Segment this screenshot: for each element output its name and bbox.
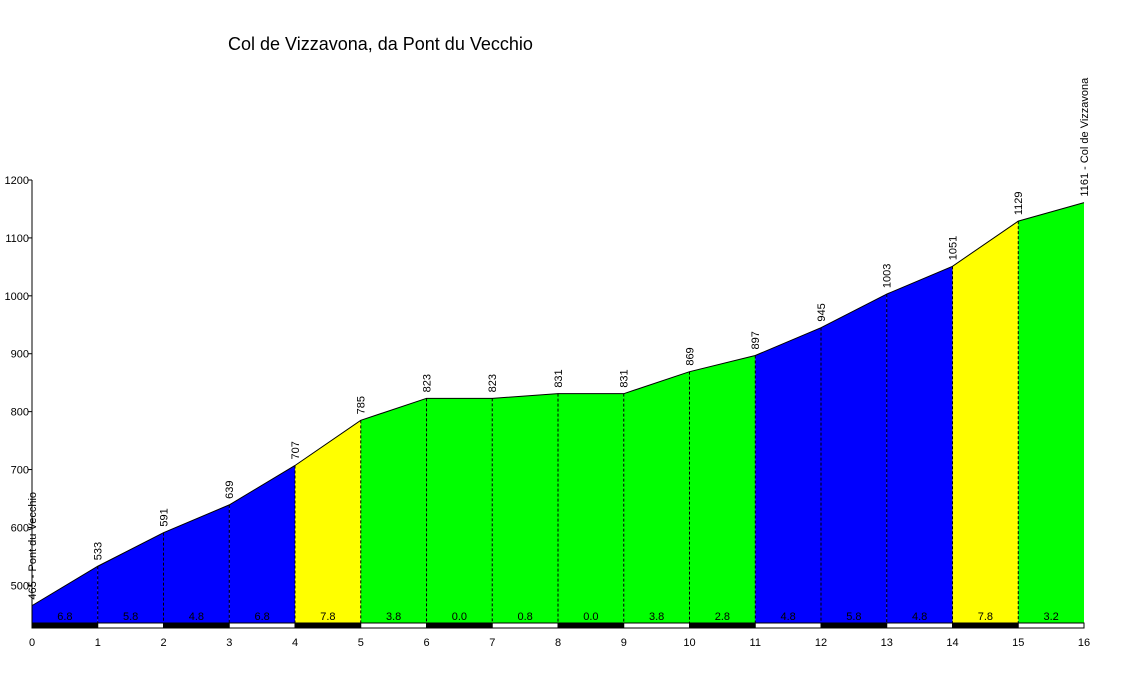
y-tick-label: 700	[11, 465, 29, 477]
x-tick-label: 7	[489, 637, 495, 649]
elevation-label: 897	[750, 331, 762, 349]
gradient-label: 0.0	[452, 611, 467, 623]
scale-bar-segment	[820, 622, 888, 629]
gradient-label: 3.8	[386, 611, 401, 623]
elevation-label: 1051	[948, 236, 960, 260]
elevation-label: 465 - Pont du Vecchio	[27, 492, 39, 600]
elevation-label: 831	[619, 369, 631, 387]
scale-bar-segment	[97, 622, 164, 629]
gradient-label: 6.8	[57, 611, 72, 623]
x-tick-label: 16	[1078, 637, 1090, 649]
x-tick-label: 12	[815, 637, 827, 649]
profile-segment	[492, 393, 558, 623]
y-tick-label: 1200	[5, 175, 29, 187]
gradient-label: 0.8	[517, 611, 532, 623]
scale-bar-segment	[952, 622, 1019, 629]
gradient-label: 4.8	[912, 611, 927, 623]
gradient-label: 5.8	[846, 611, 861, 623]
scale-bar-segment	[623, 622, 690, 629]
elevation-label: 533	[93, 542, 105, 560]
profile-segment	[295, 420, 361, 623]
scale-bar-segment	[360, 622, 427, 629]
profile-segment	[32, 566, 98, 623]
scale-bar-segment	[754, 622, 822, 629]
scale-bar-segment	[689, 622, 756, 629]
scale-bar-segment	[491, 622, 559, 629]
y-tick-label: 600	[11, 522, 29, 534]
scale-bar-segment	[31, 622, 99, 629]
scale-bar-segment	[163, 622, 230, 629]
x-tick-label: 15	[1012, 637, 1024, 649]
profile-segment	[163, 504, 230, 623]
x-tick-label: 5	[358, 637, 364, 649]
x-tick-label: 11	[750, 637, 761, 649]
gradient-label: 3.2	[1043, 611, 1058, 623]
x-tick-label: 4	[292, 637, 298, 649]
profile-segment	[821, 294, 887, 623]
scale-bar-segment	[886, 622, 953, 629]
scale-bar-segment	[294, 622, 362, 629]
elevation-label: 1129	[1013, 191, 1025, 215]
scale-bar-segment	[228, 622, 296, 629]
elevation-label: 707	[290, 441, 302, 459]
profile-segment	[360, 398, 427, 623]
scale-bar-segment	[1017, 622, 1085, 629]
x-tick-label: 8	[555, 637, 561, 649]
x-tick-label: 6	[423, 637, 429, 649]
gradient-label: 4.8	[189, 611, 204, 623]
elevation-label: 945	[816, 303, 828, 321]
profile-segment	[952, 221, 1019, 623]
elevation-label: 1161 - Col de Vizzavona	[1079, 77, 1091, 197]
x-tick-label: 14	[946, 637, 958, 649]
scale-bar-segment	[426, 622, 493, 629]
gradient-label: 7.8	[978, 611, 993, 623]
profile-segment	[97, 532, 164, 623]
chart-title: Col de Vizzavona, da Pont du Vecchio	[228, 34, 533, 54]
y-tick-label: 1000	[5, 291, 29, 303]
elevation-label: 1003	[882, 264, 894, 288]
profile-segment	[1018, 202, 1084, 623]
y-tick-label: 500	[11, 580, 29, 592]
y-tick-label: 900	[11, 349, 29, 361]
gradient-label: 6.8	[254, 611, 269, 623]
elevation-label: 823	[422, 374, 434, 392]
x-tick-label: 9	[621, 637, 627, 649]
profile-segment	[755, 327, 821, 623]
profile-segment	[426, 398, 493, 623]
elevation-label: 785	[356, 396, 368, 414]
y-tick-label: 800	[11, 407, 29, 419]
profile-segment	[229, 465, 295, 623]
profile-segment	[886, 266, 953, 623]
elevation-label: 823	[487, 374, 499, 392]
x-tick-label: 2	[160, 637, 166, 649]
x-tick-label: 10	[683, 637, 695, 649]
x-tick-label: 0	[29, 637, 35, 649]
gradient-label: 0.0	[583, 611, 598, 623]
scale-bar-segment	[557, 622, 625, 629]
x-tick-label: 1	[95, 637, 101, 649]
elevation-label: 869	[685, 347, 697, 365]
elevation-label: 639	[224, 481, 236, 499]
gradient-label: 3.8	[649, 611, 664, 623]
x-tick-label: 13	[881, 637, 893, 649]
y-tick-label: 1100	[5, 233, 29, 245]
profile-segment	[689, 355, 756, 623]
profile-segment	[558, 393, 624, 623]
elevation-label: 591	[159, 508, 171, 526]
gradient-label: 7.8	[320, 611, 335, 623]
gradient-label: 4.8	[780, 611, 795, 623]
x-tick-label: 3	[226, 637, 232, 649]
gradient-label: 2.8	[715, 611, 730, 623]
elevation-label: 831	[553, 369, 565, 387]
gradient-label: 5.8	[123, 611, 138, 623]
profile-segment	[623, 371, 690, 623]
